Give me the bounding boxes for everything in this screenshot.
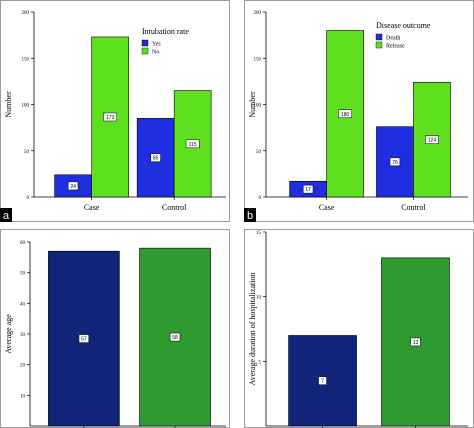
- data-label-box: [67, 181, 79, 191]
- legend-swatch: [375, 41, 383, 49]
- legend-label: Release: [386, 44, 405, 50]
- y-tick-label: 100: [254, 104, 262, 109]
- x-tick-label: Control: [162, 203, 187, 212]
- data-label-box: [338, 109, 352, 118]
- data-label-box: [78, 334, 90, 343]
- data-label: 7: [321, 379, 324, 385]
- panel-label: b: [247, 210, 253, 222]
- x-tick-label: Control: [401, 203, 426, 212]
- data-label-box: [150, 153, 161, 162]
- legend-title: Intubation rate: [142, 27, 189, 36]
- chart-panel-4: 5 10 15 Average duration of hospitalization…: [244, 229, 474, 428]
- data-label-box: [169, 332, 181, 342]
- data-label-box: [425, 135, 439, 144]
- y-tick-label: 100: [22, 104, 30, 109]
- y-tick-label: 10: [20, 394, 26, 399]
- chart-panel-3: 10 20 30 40 50 60 Average age 57 58: [0, 229, 230, 428]
- data-label: 124: [428, 138, 437, 144]
- y-tick-label: 150: [22, 57, 30, 62]
- y-tick-label: 50: [24, 150, 30, 155]
- y-tick-label: 10: [256, 296, 262, 301]
- data-label: 57: [81, 337, 87, 343]
- y-tick-label: 150: [254, 57, 262, 62]
- y-axis-label: Average duration of hospitalization: [248, 273, 257, 386]
- data-label: 173: [106, 115, 115, 121]
- y-tick-label: 50: [20, 272, 26, 277]
- data-label: 13: [413, 340, 419, 346]
- panel-border: [0, 0, 230, 222]
- data-label: 115: [189, 142, 197, 148]
- chart-panel-1: 0 50 100 150 200 Number Case Control 24 173 85 115 I…: [0, 0, 230, 222]
- data-label-box: [103, 112, 117, 122]
- y-tick-label: 50: [256, 150, 262, 155]
- legend-label: Death: [386, 36, 400, 42]
- data-label-box: [389, 157, 401, 167]
- y-tick-label: 20: [20, 364, 26, 369]
- data-label: 85: [153, 156, 159, 162]
- data-label-box: [302, 184, 314, 194]
- y-tick-label: 60: [20, 241, 26, 246]
- y-tick-label: 0: [259, 196, 262, 201]
- data-label: 58: [172, 335, 178, 341]
- data-label-box: [185, 139, 200, 149]
- data-label: 180: [341, 112, 350, 118]
- legend-swatch: [141, 39, 149, 47]
- chart-panel-2: 0 50 100 150 200 Number Case Control 17 180 76 124 D…: [244, 0, 474, 222]
- panel-label-box: [244, 208, 256, 222]
- data-label: 17: [305, 187, 311, 193]
- y-tick-label: 200: [22, 11, 30, 16]
- y-tick-label: 40: [20, 302, 26, 307]
- legend-label: No: [152, 50, 159, 56]
- data-label: 24: [70, 184, 76, 190]
- y-tick-label: 15: [256, 231, 262, 236]
- legend-swatch: [141, 47, 149, 55]
- y-axis-label: Average age: [4, 314, 13, 354]
- data-label: 76: [392, 160, 398, 166]
- y-tick-label: 200: [254, 11, 262, 16]
- y-tick-label: 30: [20, 333, 26, 338]
- panel-label-box: [0, 208, 12, 222]
- legend-label: Yes: [152, 42, 161, 48]
- legend-swatch: [375, 33, 383, 41]
- legend-title: Disease outcome: [376, 21, 431, 30]
- x-tick-label: Case: [84, 203, 100, 212]
- y-axis-label: Number: [248, 91, 257, 118]
- y-tick-label: 5: [259, 360, 262, 365]
- x-tick-label: Case: [319, 203, 335, 212]
- data-label-box: [318, 376, 327, 385]
- y-axis-label: Number: [4, 91, 13, 118]
- y-tick-label: 0: [27, 196, 30, 201]
- panel-label: a: [3, 210, 10, 222]
- data-label-box: [410, 337, 421, 347]
